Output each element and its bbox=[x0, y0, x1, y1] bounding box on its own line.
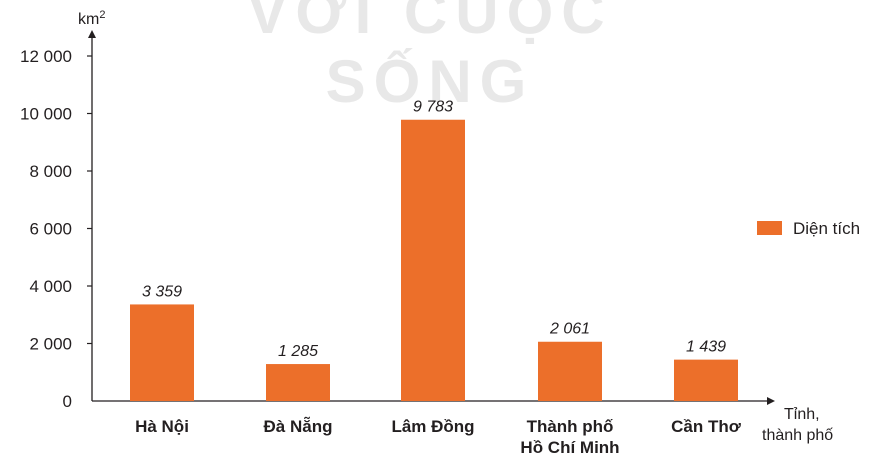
bar-2 bbox=[401, 119, 465, 402]
y-axis-title: km2 bbox=[78, 9, 105, 28]
category-label-0: Hà Nội bbox=[135, 417, 189, 436]
bar-3 bbox=[538, 341, 602, 401]
x-axis-arrow bbox=[767, 397, 775, 405]
data-label-2: 9 783 bbox=[413, 99, 453, 116]
y-tick-label: 4 000 bbox=[29, 277, 72, 296]
data-label-0: 3 359 bbox=[142, 283, 182, 300]
bar-4 bbox=[674, 359, 738, 401]
y-tick-label: 6 000 bbox=[29, 220, 72, 239]
data-label-1: 1 285 bbox=[278, 343, 318, 360]
data-label-3: 2 061 bbox=[549, 321, 590, 338]
y-axis-arrow bbox=[88, 30, 96, 38]
category-label-1: Đà Nẵng bbox=[264, 416, 333, 436]
x-axis-title-line: Tỉnh, bbox=[784, 406, 820, 423]
category-label-2: Lâm Đồng bbox=[391, 417, 474, 436]
data-label-4: 1 439 bbox=[686, 339, 726, 356]
bar-1 bbox=[266, 364, 330, 401]
y-tick-label: 0 bbox=[63, 392, 72, 411]
category-label-3: Hồ Chí Minh bbox=[520, 438, 619, 457]
y-tick-label: 2 000 bbox=[29, 335, 72, 354]
y-tick-label: 10 000 bbox=[20, 105, 72, 124]
category-label-3: Thành phố bbox=[527, 417, 614, 436]
bar-0 bbox=[130, 304, 194, 401]
x-axis-title-line: thành phố bbox=[762, 427, 833, 444]
watermark-text: VỚI CUỘC SỐNG bbox=[247, 0, 613, 115]
y-tick-label: 12 000 bbox=[20, 47, 72, 66]
y-tick-label: 8 000 bbox=[29, 162, 72, 181]
legend-label: Diện tích bbox=[793, 219, 860, 238]
legend-swatch bbox=[757, 221, 782, 235]
category-label-4: Cần Thơ bbox=[671, 417, 742, 436]
